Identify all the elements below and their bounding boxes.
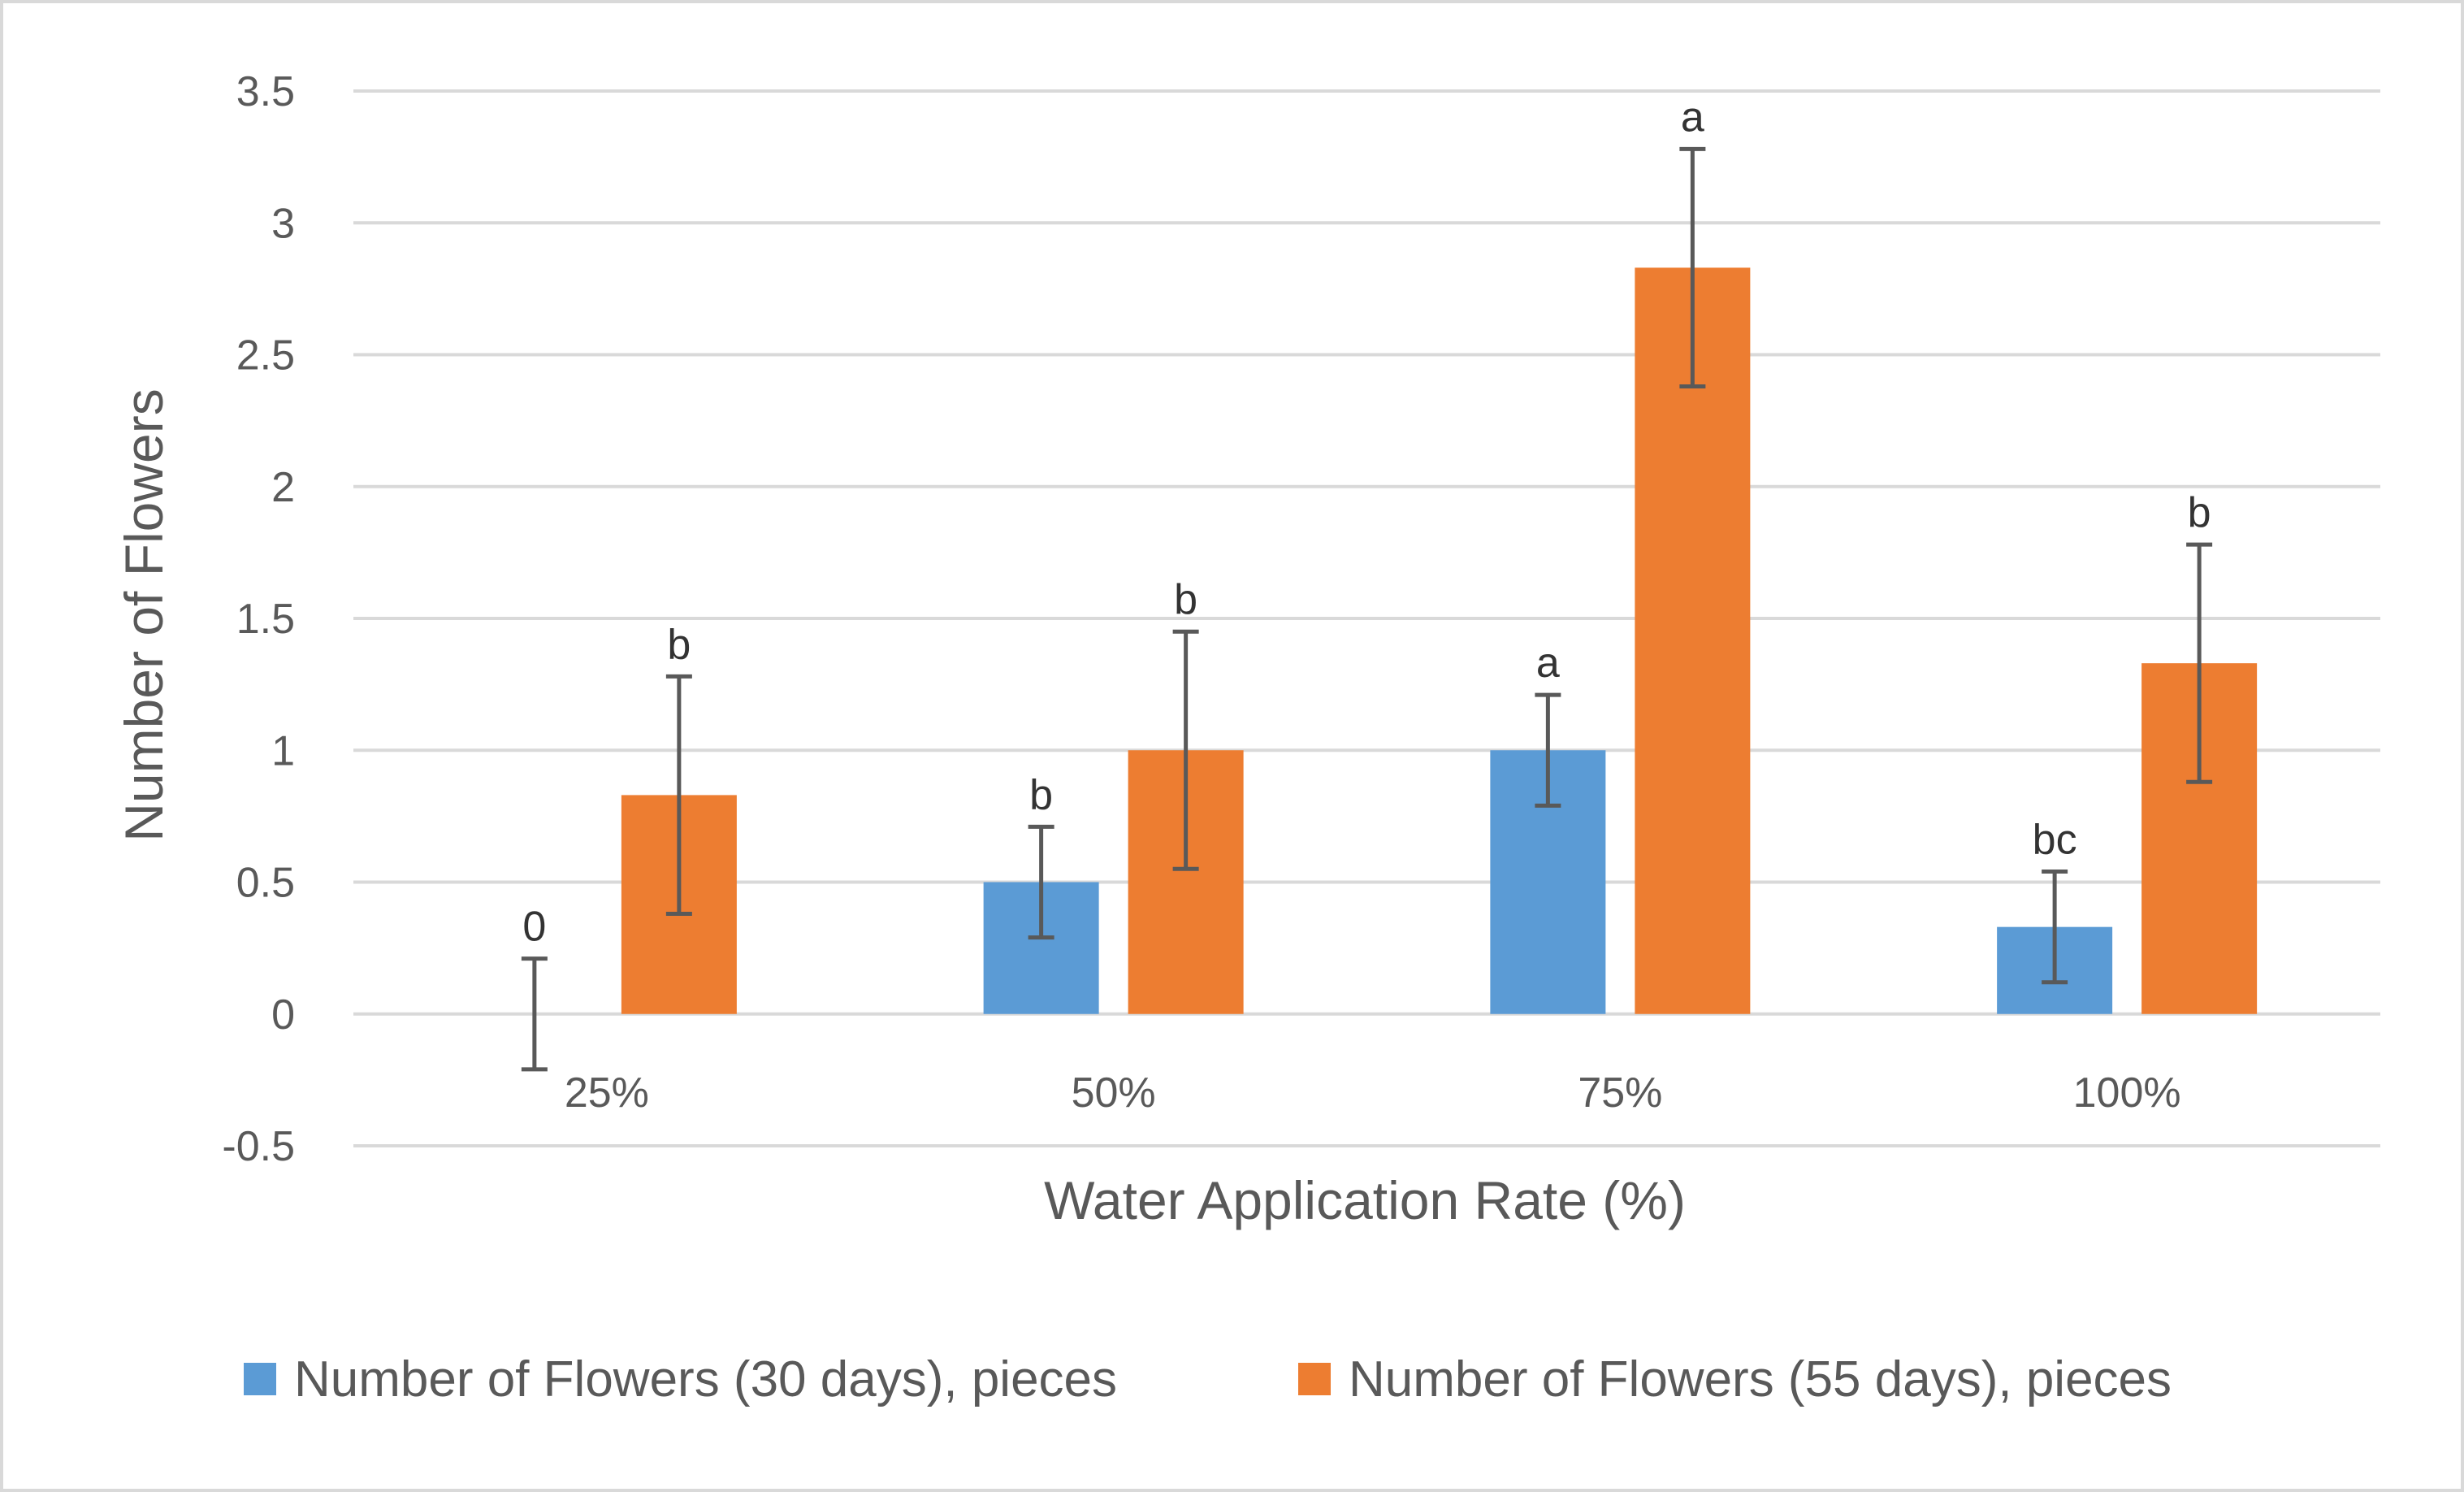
x-axis-ticks: 25% 50% 75% 100%	[565, 1069, 2181, 1117]
y-tick-label: 1	[271, 727, 295, 774]
bar-data-label: 0	[522, 904, 546, 951]
y-tick-label: 3.5	[236, 68, 295, 115]
y-tick-label: 0	[271, 991, 295, 1039]
error-bars	[521, 146, 2213, 1072]
bar-data-label: bc	[2033, 817, 2077, 864]
x-axis-title: Water Application Rate (%)	[1044, 1170, 1686, 1230]
bar-data-label: b	[667, 621, 691, 668]
y-tick-label: 2.5	[236, 332, 295, 380]
x-tick-label: 25%	[565, 1069, 649, 1117]
bar-data-label: b	[1174, 576, 1197, 623]
legend: Number of Flowers (30 days), pieces Numb…	[244, 1351, 2172, 1407]
y-tick-label: 3	[271, 200, 295, 247]
legend-swatch-55-days	[1298, 1363, 1331, 1395]
bar-data-label: b	[2188, 489, 2211, 536]
legend-swatch-30-days	[244, 1363, 276, 1395]
x-tick-label: 50%	[1072, 1069, 1156, 1117]
y-tick-label: 0.5	[236, 860, 295, 907]
legend-label-30-days: Number of Flowers (30 days), pieces	[294, 1351, 1117, 1407]
y-axis-ticks: -0.5 0 0.5 1 1.5 2 2.5 3 3.5	[222, 68, 295, 1170]
bar-data-label: a	[1536, 640, 1560, 687]
bars	[621, 267, 2258, 1014]
bar	[1635, 267, 1751, 1014]
x-tick-label: 75%	[1578, 1069, 1662, 1117]
legend-label-55-days: Number of Flowers (55 days), pieces	[1349, 1351, 2172, 1407]
y-tick-label: 2	[271, 464, 295, 511]
y-axis-title: Number of Flowers	[114, 388, 174, 842]
y-tick-label: 1.5	[236, 596, 295, 643]
bar-data-label: b	[1029, 771, 1053, 818]
x-tick-label: 100%	[2073, 1069, 2181, 1117]
bar-data-label: a	[1681, 93, 1704, 141]
y-tick-label: -0.5	[222, 1123, 295, 1170]
bar-labels: 0 b b b a a bc b	[522, 93, 2211, 950]
